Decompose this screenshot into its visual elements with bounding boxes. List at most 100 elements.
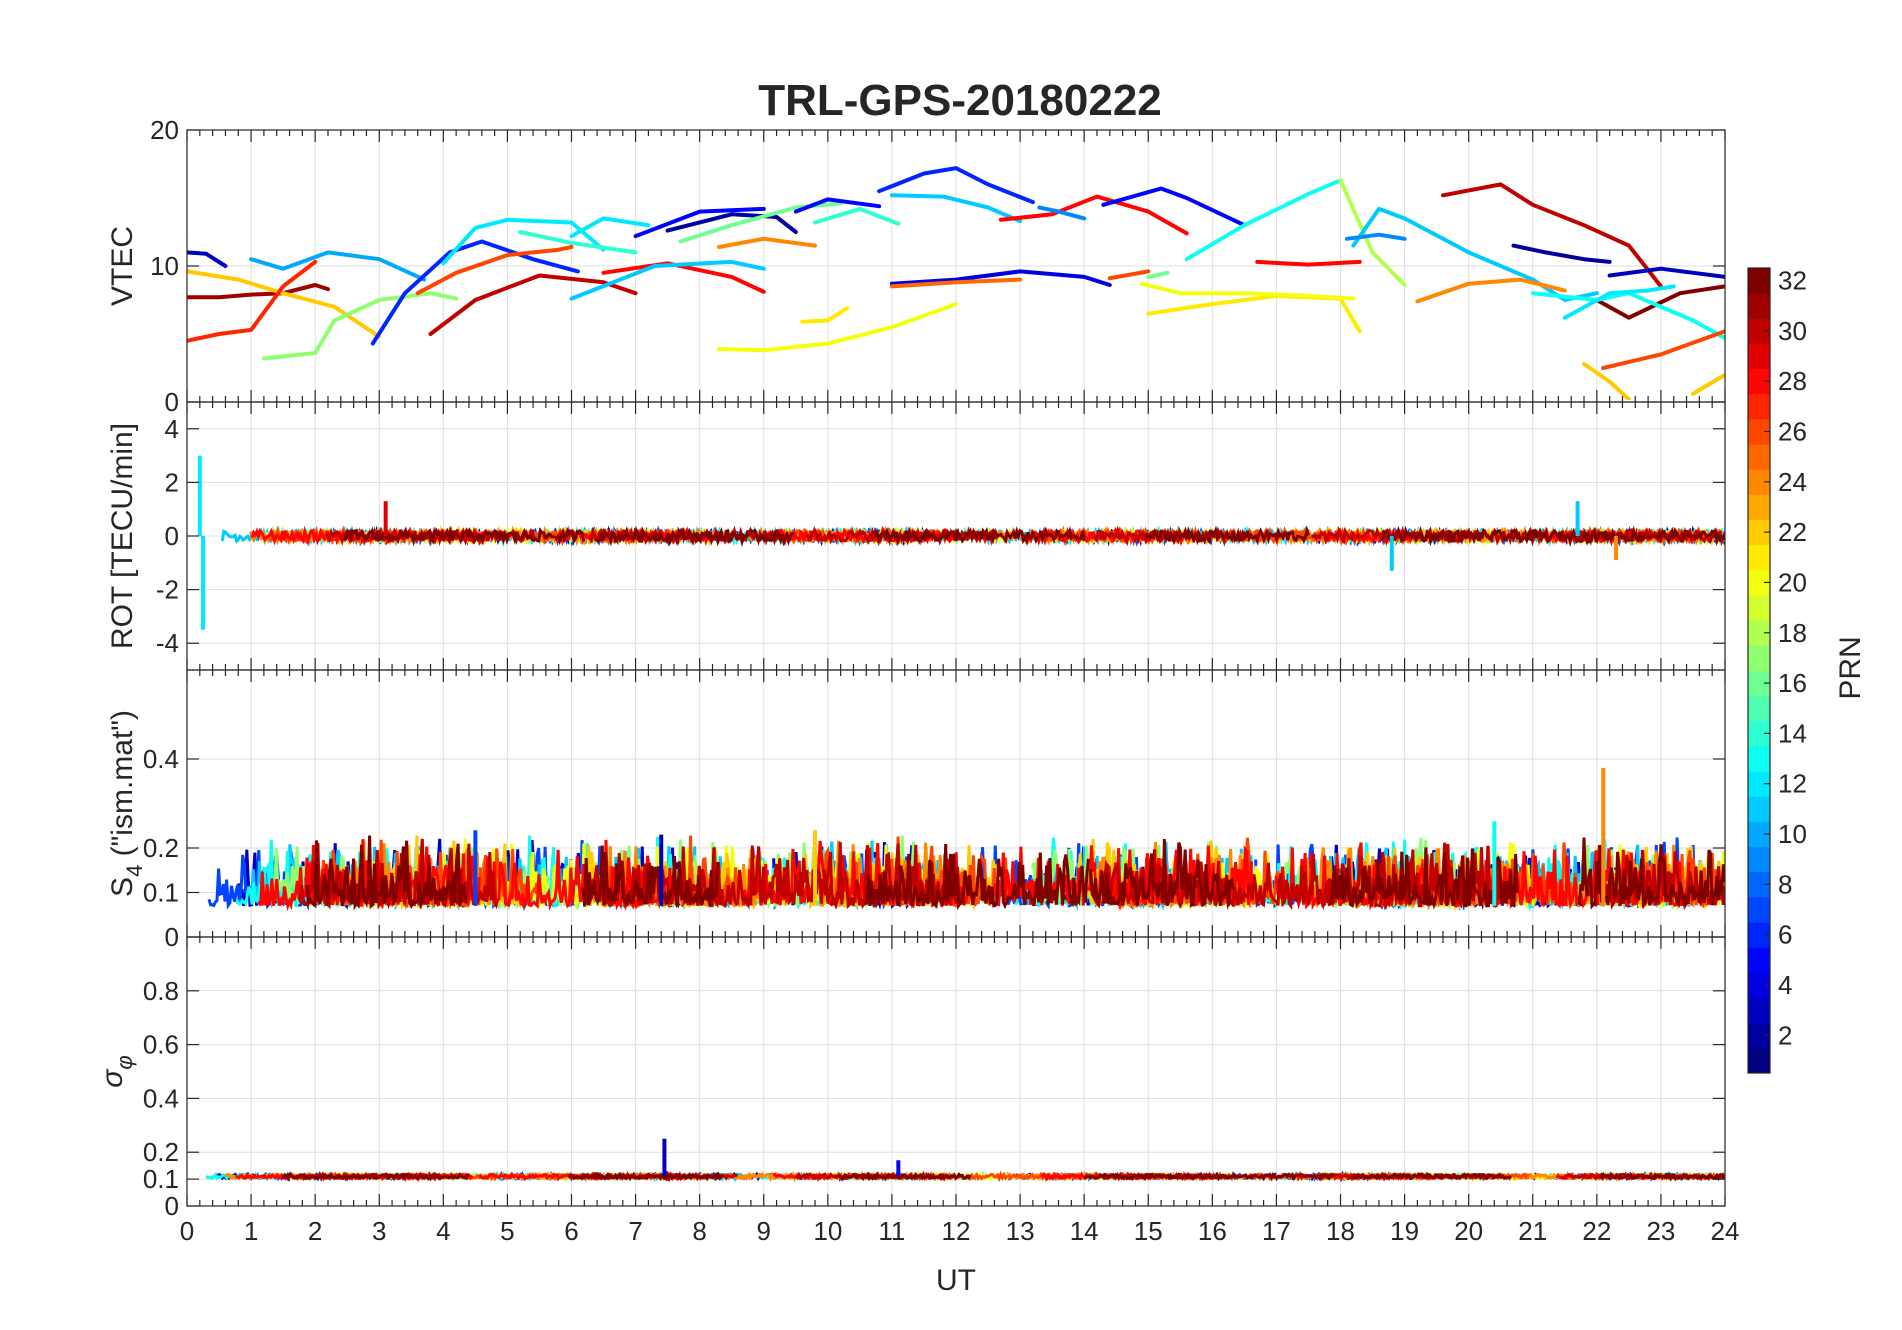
series-prn-9 xyxy=(1037,205,1087,221)
x-tick-label: 22 xyxy=(1582,1216,1611,1246)
y-tick-label: 0.1 xyxy=(143,878,179,908)
series-prn-32 xyxy=(581,845,720,909)
colorbar-swatch xyxy=(1748,393,1770,420)
series-prn-32 xyxy=(1607,526,1725,547)
colorbar-swatch xyxy=(1748,293,1770,319)
colorbar-swatch xyxy=(1748,745,1770,772)
series-prn-5 xyxy=(633,206,766,239)
colorbar-swatch xyxy=(1748,670,1770,697)
x-tick-label: 16 xyxy=(1198,1216,1227,1246)
series-prn-11 xyxy=(1351,206,1599,302)
y-tick-label: 0 xyxy=(165,521,179,551)
x-tick-label: 5 xyxy=(500,1216,514,1246)
y-axis-label: ROT [TECU/min] xyxy=(106,423,139,649)
colorbar-swatch xyxy=(1748,896,1770,923)
colorbar-swatch xyxy=(1748,544,1770,571)
colorbar-tick-label: 10 xyxy=(1778,819,1807,849)
series-prn-12 xyxy=(569,216,651,239)
colorbar-swatch xyxy=(1748,1047,1770,1074)
y-axis-label: VTEC xyxy=(106,226,139,306)
series-prn-32 xyxy=(1329,847,1519,911)
x-tick-label: 12 xyxy=(942,1216,971,1246)
series-prn-32 xyxy=(1084,1171,1335,1182)
colorbar-swatch xyxy=(1748,796,1770,822)
x-tick-label: 1 xyxy=(244,1216,258,1246)
y-tick-label: 0.4 xyxy=(143,744,179,774)
colorbar-swatch xyxy=(1748,343,1770,370)
x-tick-label: 10 xyxy=(813,1216,842,1246)
y-tick-label: 20 xyxy=(150,115,179,145)
series-prn-12 xyxy=(1562,284,1676,320)
colorbar-tick-label: 24 xyxy=(1778,467,1807,497)
colorbar-swatch xyxy=(1748,771,1770,797)
series-prn-24 xyxy=(716,236,817,249)
y-tick-label: 10 xyxy=(150,251,179,281)
series-prn-18 xyxy=(1338,178,1407,287)
y-tick-label: 4 xyxy=(165,414,179,444)
colorbar-tick-label: 8 xyxy=(1778,869,1792,899)
series-prn-17 xyxy=(261,291,459,361)
x-tick-label: 17 xyxy=(1262,1216,1291,1246)
y-tick-label: 0.4 xyxy=(143,1083,179,1113)
series-prn-32 xyxy=(1089,838,1235,909)
y-tick-label: 0.8 xyxy=(143,976,179,1006)
series-prn-6 xyxy=(877,166,1035,205)
colorbar-tick-label: 32 xyxy=(1778,266,1807,296)
colorbar-swatch xyxy=(1748,972,1770,999)
series-prn-32 xyxy=(1143,525,1311,546)
x-tick-label: 24 xyxy=(1711,1216,1740,1246)
series-prn-32 xyxy=(305,835,468,911)
series-prn-13 xyxy=(1184,178,1343,262)
y-tick-label: 0.2 xyxy=(143,1137,179,1167)
x-tick-label: 4 xyxy=(436,1216,450,1246)
series-prn-30 xyxy=(428,273,638,336)
series-prn-16 xyxy=(1146,270,1170,279)
panel-2: 0 0.1 0.2 0.4S4 ("ism.mat") xyxy=(106,669,1726,952)
colorbar-swatch xyxy=(1748,595,1770,621)
series-prn-2 xyxy=(665,212,798,234)
chart-title: TRL-GPS-20180222 xyxy=(758,76,1162,125)
series-prn-22 xyxy=(187,269,382,339)
colorbar-swatch xyxy=(1748,519,1770,546)
series-prn-5 xyxy=(1101,186,1247,228)
x-tick-label: 8 xyxy=(692,1216,706,1246)
series-prn-32 xyxy=(1381,525,1610,548)
x-tick-label: 14 xyxy=(1070,1216,1099,1246)
series-prn-11 xyxy=(889,193,1023,224)
y-axis-label: σφ xyxy=(96,1055,137,1087)
series-prn-20 xyxy=(1139,281,1356,301)
series-prn-25 xyxy=(889,277,1023,289)
series-prn-22 xyxy=(1582,361,1631,400)
x-tick-label: 21 xyxy=(1518,1216,1547,1246)
colorbar-swatch xyxy=(1748,720,1770,747)
x-tick-label: 6 xyxy=(564,1216,578,1246)
series-prn-28 xyxy=(998,194,1189,236)
colorbar-swatch xyxy=(1748,494,1770,521)
colorbar-swatch xyxy=(1748,695,1770,722)
colorbar-swatch xyxy=(1748,947,1770,973)
series-prn-32 xyxy=(872,525,1086,547)
series-prn-3 xyxy=(187,250,228,268)
x-tick-label: 18 xyxy=(1326,1216,1355,1246)
series-prn-21 xyxy=(1146,293,1362,334)
colorbar-swatch xyxy=(1748,318,1770,344)
colorbar-swatch xyxy=(1748,846,1770,873)
y-tick-label: -4 xyxy=(156,628,179,658)
series-prn-28 xyxy=(484,839,675,911)
series-prn-32 xyxy=(593,525,794,548)
series-prn-14 xyxy=(813,206,901,226)
colorbar-swatch xyxy=(1748,922,1770,948)
colorbar-tick-label: 6 xyxy=(1778,920,1792,950)
panel-3: 00.10.2 0.4 0.6 0.8 σφ xyxy=(96,936,1726,1221)
y-tick-label: -2 xyxy=(156,575,179,605)
series-prn-32 xyxy=(567,1170,724,1182)
y-tick-label: 0.1 xyxy=(143,1164,179,1194)
panel-2-data xyxy=(207,767,1725,912)
series-prn-20 xyxy=(716,302,958,353)
x-tick-label: 13 xyxy=(1006,1216,1035,1246)
series-prn-3 xyxy=(1607,266,1725,279)
series-prn-4 xyxy=(889,269,1112,287)
